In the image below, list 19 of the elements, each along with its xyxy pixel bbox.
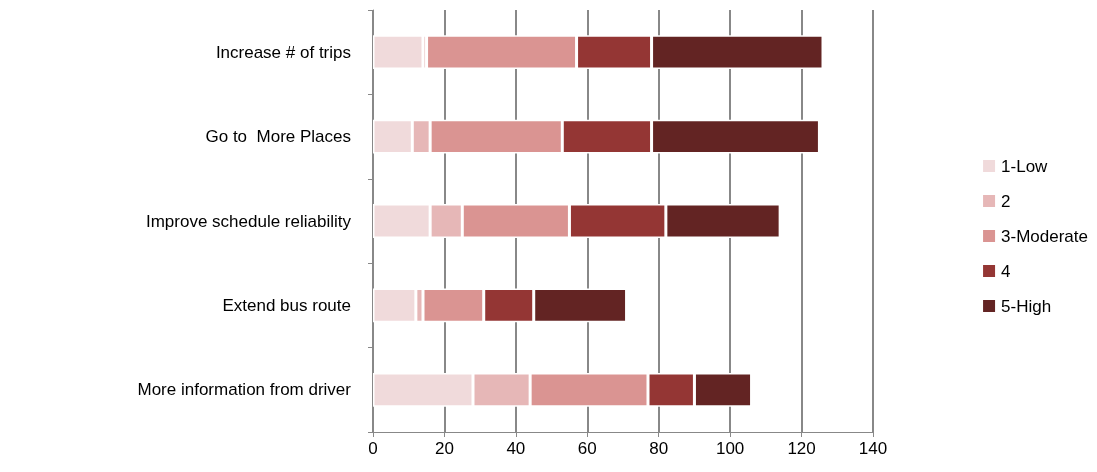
legend-label: 5-High (1001, 296, 1052, 316)
x-tick-label: 80 (649, 439, 669, 458)
y-tick-label: Go to More Places (205, 127, 351, 147)
x-tick-label: 60 (577, 439, 597, 458)
y-tick-label: Improve schedule reliability (145, 211, 352, 231)
x-tick-label: 0 (368, 439, 378, 458)
x-tick-label: 40 (506, 439, 526, 458)
bar (373, 35, 423, 70)
x-tick-label: 100 (715, 439, 745, 458)
legend-label: 3-Moderate (1001, 226, 1088, 246)
legend-label: 2 (1001, 191, 1011, 211)
x-tick-label: 140 (858, 439, 888, 458)
x-tick-label: 20 (434, 439, 454, 458)
y-tick-label: More information from driver (137, 380, 352, 400)
legend-label: 1-Low (1001, 156, 1049, 176)
x-tick-label: 120 (787, 439, 816, 458)
legend-label: 4 (1001, 261, 1011, 281)
y-tick-label: Increase # of trips (215, 42, 351, 62)
y-tick-label: Extend bus route (222, 295, 351, 315)
